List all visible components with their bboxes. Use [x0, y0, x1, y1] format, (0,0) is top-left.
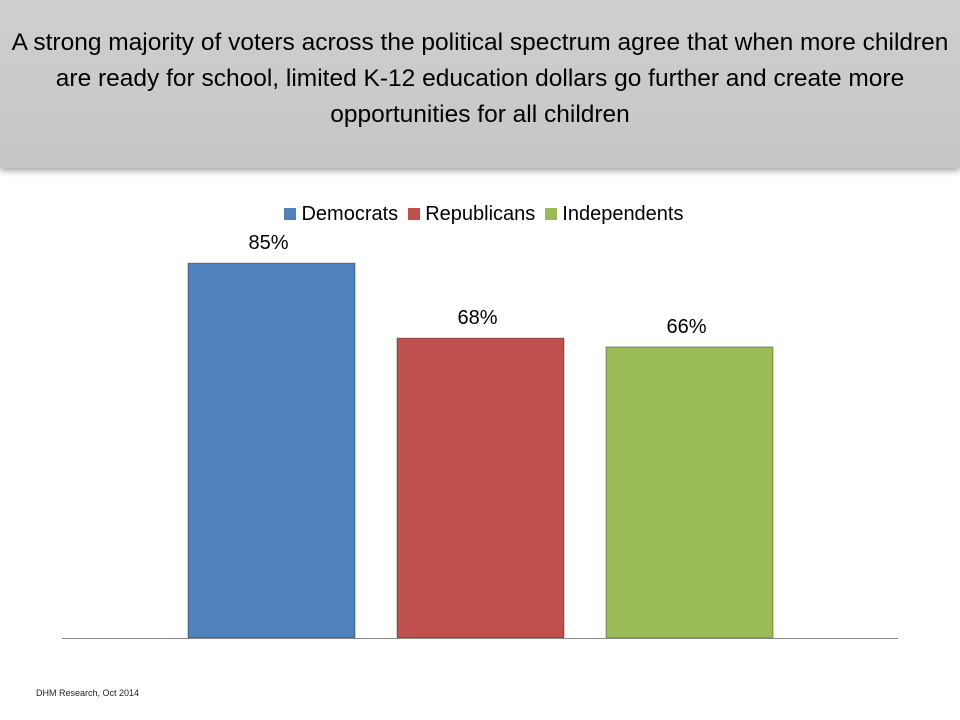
- data-label-republicans: 68%: [457, 307, 497, 329]
- chart-title: A strong majority of voters across the p…: [11, 29, 949, 128]
- legend-label-republicans: Republicans: [425, 202, 536, 225]
- legend-label-democrats: Democrats: [301, 202, 399, 225]
- data-label-democrats: 85%: [248, 232, 288, 254]
- legend-item-democrats: Democrats: [284, 203, 398, 226]
- chart-legend: Democrats Republicans Independents: [0, 202, 960, 226]
- legend-swatch-democrats: [284, 208, 297, 220]
- bar-democrats: [187, 262, 356, 639]
- legend-item-independents: Independents: [545, 202, 684, 226]
- bar-independents: [605, 346, 774, 639]
- legend-item-republicans: Republicans: [408, 203, 535, 226]
- legend-swatch-republicans: [408, 208, 421, 220]
- data-label-group: 85% 68% 66%: [248, 232, 706, 338]
- bar-republicans: [396, 337, 565, 639]
- title-banner: A strong majority of voters across the p…: [0, 0, 960, 168]
- source-note: DHM Research, Oct 2014: [36, 688, 140, 698]
- legend-swatch-independents: [545, 208, 558, 220]
- legend-label-independents: Independents: [562, 202, 684, 225]
- bar-group: [187, 262, 774, 639]
- data-label-independents: 66%: [666, 316, 706, 338]
